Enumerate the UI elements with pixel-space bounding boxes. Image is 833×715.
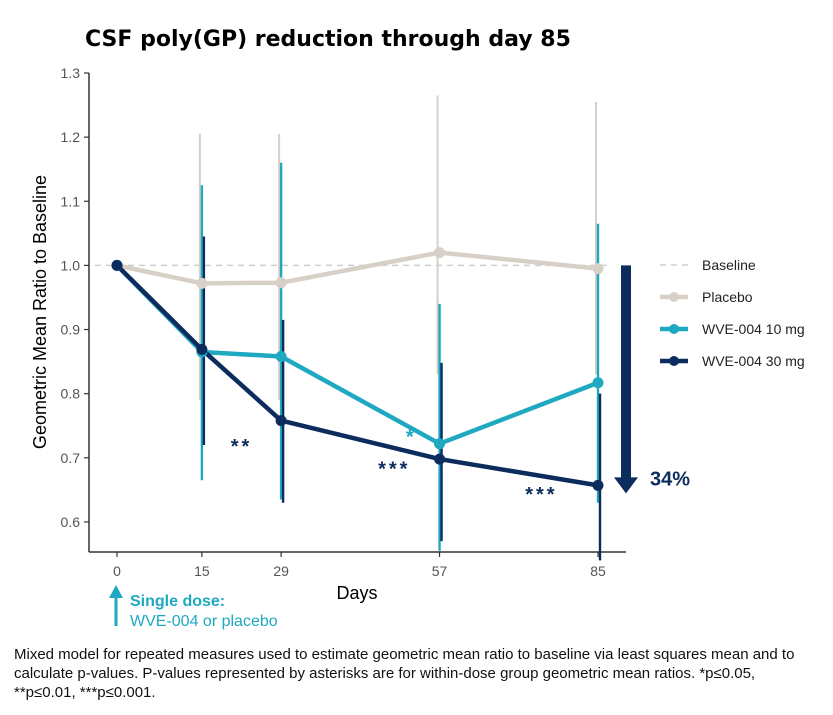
x-tick-label: 15	[194, 563, 210, 579]
data-point	[592, 263, 604, 275]
significance-annotations: ** *******	[231, 426, 557, 506]
data-point	[196, 277, 208, 289]
reduction-arrow-group: 34%	[614, 265, 690, 494]
legend-key-point	[669, 324, 679, 334]
data-point	[434, 247, 446, 259]
series-line	[114, 263, 601, 446]
y-tick-label: 1.1	[61, 193, 81, 209]
significance-stars: **	[231, 436, 253, 458]
significance-stars: *	[406, 426, 417, 448]
x-tick-label: 85	[590, 563, 606, 579]
y-axis-label: Geometric Mean Ratio to Baseline	[30, 175, 50, 449]
chart-figure: CSF poly(GP) reduction through day 85 Ge…	[30, 27, 805, 630]
legend-label: WVE-004 10 mg	[702, 321, 805, 337]
x-ticks: 0 15 29 57 85	[113, 552, 606, 579]
y-ticks: 0.6 0.7 0.8 0.9 1.0 1.1 1.2 1.3	[61, 65, 89, 530]
x-tick-label: 29	[273, 563, 289, 579]
dose-note-title: Single dose:	[130, 593, 225, 610]
data-point	[592, 479, 604, 491]
legend-label: Placebo	[702, 289, 753, 305]
y-tick-label: 0.6	[61, 514, 81, 530]
footnote: Mixed model for repeated measures used t…	[14, 646, 795, 701]
reduction-label: 34%	[650, 468, 690, 490]
reduction-arrow-shaft	[621, 265, 631, 480]
dose-arrow-icon	[109, 585, 123, 598]
series-lines	[114, 250, 601, 488]
y-tick-label: 0.9	[61, 322, 81, 338]
significance-stars: ***	[525, 484, 557, 506]
x-tick-label: 0	[113, 563, 121, 579]
dose-note-subtitle: WVE-004 or placebo	[130, 613, 278, 630]
series-line	[114, 263, 601, 488]
series-line	[114, 250, 601, 286]
reduction-arrow-icon	[614, 477, 638, 494]
y-tick-label: 1.2	[61, 129, 81, 145]
y-tick-label: 1.3	[61, 65, 81, 81]
legend: Baseline Placebo WVE-004 10 mg WVE-004 30 m…	[660, 257, 805, 369]
legend-label: Baseline	[702, 257, 756, 273]
y-tick-label: 1.0	[61, 257, 81, 273]
x-tick-label: 57	[432, 563, 448, 579]
series-points	[111, 247, 604, 491]
chart-title: CSF poly(GP) reduction through day 85	[85, 27, 571, 52]
data-point	[275, 350, 287, 362]
data-point	[275, 277, 287, 289]
x-axis-label: Days	[336, 583, 377, 603]
data-point	[434, 438, 446, 450]
y-tick-label: 0.8	[61, 386, 81, 402]
legend-label: WVE-004 30 mg	[702, 353, 805, 369]
data-point	[196, 343, 208, 355]
data-point	[275, 415, 287, 427]
dose-note: Single dose: WVE-004 or placebo	[109, 585, 278, 630]
data-point	[111, 259, 123, 271]
data-point	[434, 453, 446, 465]
significance-stars: ***	[378, 458, 410, 480]
data-point	[592, 377, 604, 389]
legend-key-point	[669, 356, 679, 366]
legend-key-point	[669, 292, 679, 302]
y-tick-label: 0.7	[61, 450, 81, 466]
